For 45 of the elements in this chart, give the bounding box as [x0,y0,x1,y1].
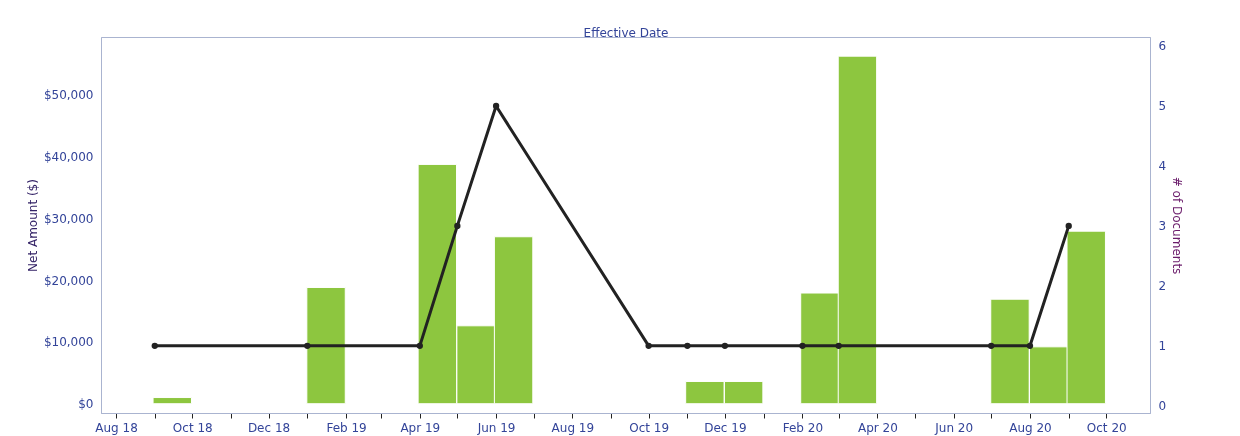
x-axis-title: Effective Date [583,25,669,40]
x-tick-label: Oct 19 [629,420,670,435]
x-tick-label: Aug 19 [551,420,595,435]
y2-tick-label: 6 [1158,39,1167,54]
y-axis-title: Net Amount ($) [25,179,40,272]
x-tick-label: Feb 19 [326,420,367,435]
point [492,102,500,110]
x-tick-label: Oct 18 [172,420,213,435]
y-tick-label: $20,000 [43,273,94,288]
x-tick-label: Oct 20 [1086,420,1127,435]
y-tick-label: $10,000 [43,335,94,350]
y2-tick-label: 2 [1158,279,1167,294]
point [1026,342,1034,349]
y2-axis-title: # of Documents [1170,176,1185,275]
x-tick-label: Dec 19 [704,420,747,435]
point [304,342,311,349]
x-tick-label: Jun 19 [476,420,516,435]
point [151,342,158,349]
y-tick-label: $50,000 [43,88,94,103]
y2-tick-label: 0 [1158,399,1167,414]
x-tick-label: Apr 20 [858,420,898,435]
point [721,342,729,349]
x-tick-label: Dec 18 [247,420,291,435]
bar [306,286,346,405]
x-tick-label: Apr 19 [400,420,441,435]
y2-tick-label: 5 [1158,99,1167,114]
y-tick-label: $40,000 [43,149,94,164]
point [684,342,691,349]
point [799,342,806,349]
point [645,342,652,349]
y-tick-label: $0 [78,397,94,412]
point [1065,222,1072,230]
x-tick-label: Jun 20 [934,420,974,435]
y-tick-label: $30,000 [43,211,94,226]
x-tick-label: Aug 20 [1009,420,1052,435]
y2-tick-label: 4 [1158,159,1167,174]
point [835,342,842,349]
point [454,222,461,230]
point [988,342,995,349]
x-tick-label: Feb 20 [782,420,824,435]
x-tick-label: Aug 18 [95,420,138,435]
point [416,342,423,349]
y2-tick-label: 3 [1158,219,1167,234]
y2-tick-label: 1 [1158,339,1167,354]
bar [152,397,192,405]
